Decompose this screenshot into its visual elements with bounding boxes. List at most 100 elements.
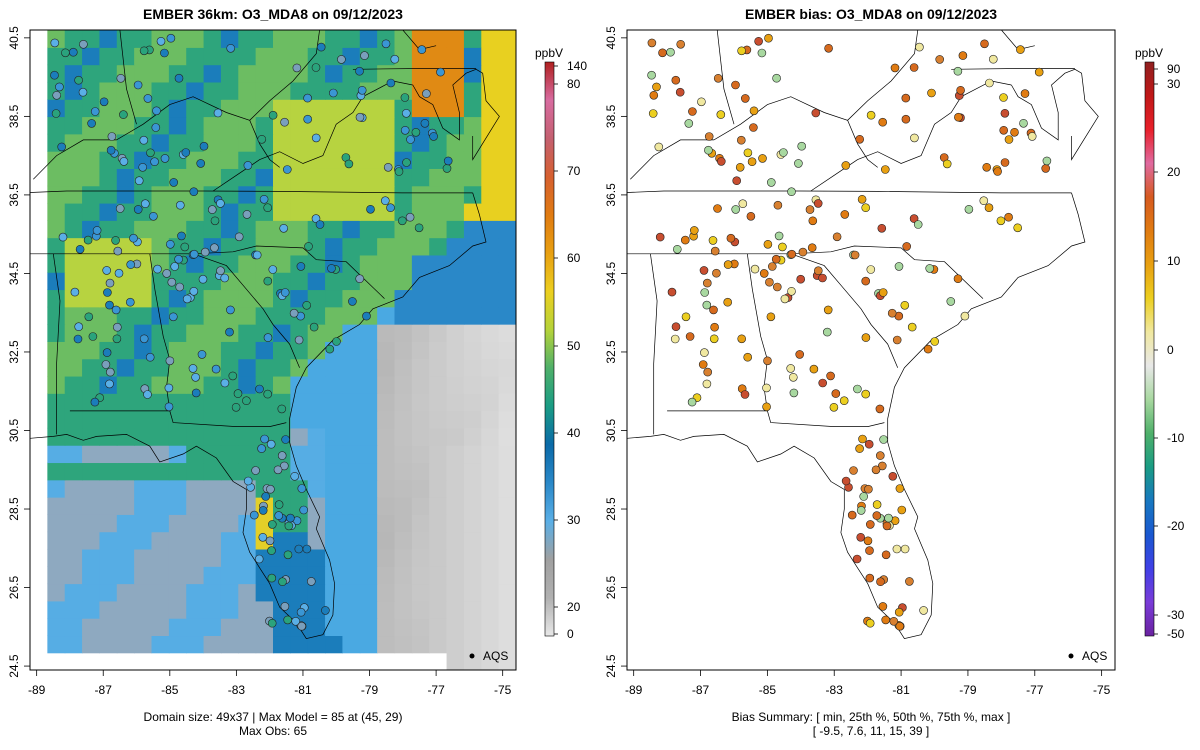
right-y-tick-label: 36.5: [604, 183, 618, 207]
model-grid-cell: [290, 393, 309, 412]
model-grid-cell: [255, 99, 274, 118]
bias-station-point: [738, 199, 748, 208]
left-x-tick-label: -81: [294, 683, 312, 697]
model-grid-cell: [481, 479, 500, 498]
bias-station-point: [881, 550, 891, 560]
model-grid-cell: [342, 531, 361, 550]
model-grid-cell: [82, 341, 101, 360]
model-grid-cell: [238, 168, 257, 187]
left-y-tick-label: 34.5: [7, 261, 21, 285]
model-grid-cell: [134, 462, 153, 481]
station-point: [220, 378, 230, 388]
bias-station-point: [716, 157, 726, 166]
station-point: [294, 335, 304, 345]
model-grid-cell: [151, 548, 170, 567]
left-colorbar-ramp: [544, 61, 555, 637]
model-grid-cell: [463, 47, 482, 66]
model-grid-cell: [411, 462, 430, 481]
model-grid-cell: [238, 531, 257, 550]
model-grid-cell: [290, 427, 309, 446]
station-point: [422, 89, 431, 98]
left-y-tick-label: 30.5: [7, 418, 21, 442]
model-grid-cell: [446, 30, 465, 48]
model-grid-cell: [220, 479, 239, 498]
model-grid-cell: [481, 445, 500, 464]
model-grid-cell: [151, 133, 170, 152]
bias-station-point: [866, 265, 876, 274]
model-grid-cell: [359, 583, 378, 602]
station-point: [309, 322, 319, 332]
station-point: [400, 126, 410, 135]
bias-station-point: [716, 110, 726, 119]
model-grid-cell: [394, 220, 413, 239]
model-grid-cell: [359, 600, 378, 619]
model-grid-cell: [290, 99, 309, 118]
station-point: [297, 484, 307, 493]
model-grid-cell: [359, 445, 378, 464]
model-grid-cell: [481, 341, 500, 360]
bias-station-point: [887, 308, 897, 318]
bias-station-point: [859, 492, 869, 501]
bias-station-point: [771, 254, 781, 264]
model-grid-cell: [47, 168, 66, 187]
model-grid-cell: [64, 272, 83, 291]
model-grid-cell: [498, 600, 516, 619]
station-point: [306, 577, 316, 586]
model-grid-cell: [203, 306, 222, 325]
model-grid-cell: [168, 47, 187, 66]
station-point: [174, 73, 184, 83]
right-x-tick-label: -79: [959, 683, 977, 697]
model-grid-cell: [99, 64, 118, 83]
bias-station-point: [909, 214, 919, 223]
model-grid-cell: [446, 185, 465, 204]
station-point: [303, 93, 312, 103]
model-grid-cell: [359, 341, 378, 360]
model-grid-cell: [186, 133, 205, 152]
model-grid-cell: [359, 99, 378, 118]
model-grid-cell: [168, 410, 187, 429]
model-grid-cell: [325, 635, 344, 654]
model-grid-cell: [394, 635, 413, 654]
model-grid-cell: [273, 30, 291, 48]
model-grid-cell: [47, 272, 66, 291]
bias-station-point: [925, 264, 935, 273]
bias-station-point: [762, 383, 771, 393]
right-colorbar-tick-label: -50: [1167, 627, 1185, 641]
bias-station-point: [709, 334, 719, 344]
model-grid-cell: [290, 445, 309, 464]
left-caption-domain: Domain size: 49x37 | Max Model = 85 at (…: [143, 710, 403, 724]
model-grid-cell: [446, 548, 465, 567]
model-grid-cell: [64, 151, 83, 169]
model-grid-cell: [64, 635, 83, 654]
model-grid-cell: [429, 202, 448, 221]
model-grid-cell: [429, 375, 448, 394]
model-grid-cell: [359, 393, 378, 412]
bias-station-point: [750, 264, 760, 274]
right-state-boundaries: [627, 30, 1099, 639]
model-grid-cell: [255, 358, 274, 377]
bias-station-point: [865, 546, 874, 555]
station-point: [174, 254, 183, 264]
bias-station-point: [749, 106, 759, 116]
bias-station-point: [878, 288, 888, 297]
model-grid-cell: [238, 99, 257, 118]
model-grid-cell: [411, 635, 430, 654]
model-grid-cell: [463, 497, 482, 515]
model-grid-cell: [342, 410, 361, 429]
station-point: [397, 216, 407, 226]
model-grid-cell: [116, 462, 135, 481]
bias-station-point: [877, 461, 887, 471]
model-grid-cell: [203, 566, 222, 585]
right-y-tick-label: 38.5: [604, 104, 618, 128]
model-grid-cell: [342, 375, 361, 394]
model-grid-cell: [481, 220, 500, 239]
left-colorbar-unit: ppbV: [535, 46, 563, 60]
model-grid-cell: [498, 462, 516, 481]
bias-station-point: [849, 466, 858, 475]
station-point: [280, 602, 290, 611]
model-grid-cell: [498, 445, 516, 464]
model-grid-cell: [394, 427, 413, 446]
model-grid-cell: [255, 583, 274, 602]
model-grid-cell: [151, 324, 170, 342]
model-grid-cell: [307, 185, 326, 204]
